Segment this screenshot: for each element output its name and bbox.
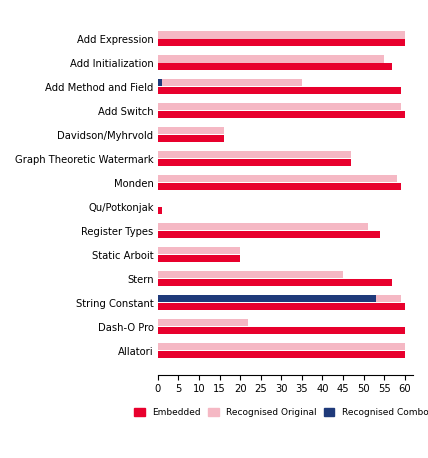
Bar [158,247,240,254]
Bar [158,135,224,142]
Bar [158,279,392,286]
Bar [158,255,240,262]
Bar [158,327,405,334]
Bar [158,351,405,358]
Bar [158,183,401,191]
Bar [158,127,224,135]
Bar [158,111,405,119]
Bar [158,87,401,94]
Bar [158,39,405,46]
Bar [158,231,380,238]
Bar [158,295,376,302]
Bar [158,63,392,71]
Bar [158,271,343,278]
Bar [158,319,248,326]
Bar [158,104,401,110]
Bar [158,295,401,302]
Bar [158,175,396,182]
Legend: Embedded, Recognised Original, Recognised Combo 2: Embedded, Recognised Original, Recognise… [130,404,428,420]
Bar [158,159,351,166]
Bar [158,303,405,310]
Bar [158,31,405,38]
Bar [158,79,302,87]
Bar [158,343,405,350]
Bar [158,223,368,230]
Bar [158,55,384,63]
Bar [158,207,162,214]
Bar [158,79,162,87]
Bar [158,151,351,158]
